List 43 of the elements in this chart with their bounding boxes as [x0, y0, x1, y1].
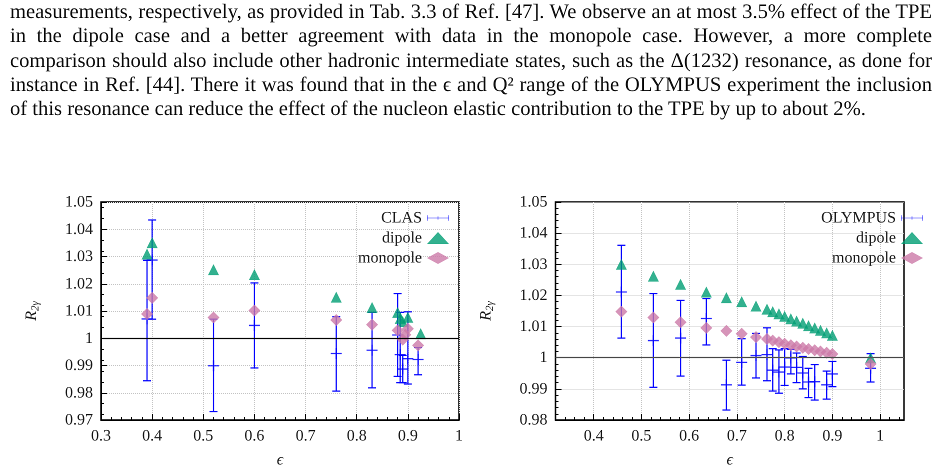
x-tick-label: 0.7 — [726, 428, 747, 444]
y-tick-label: 1.01 — [65, 302, 93, 320]
legend-label: CLAS — [381, 210, 422, 226]
y-axis-title: R2γ — [23, 300, 42, 322]
legend-label: dipole — [856, 230, 896, 246]
y-tick-label: 1.02 — [520, 286, 548, 304]
x-tick-label: 0.8 — [346, 428, 367, 444]
y-tick-label: 1.01 — [520, 318, 548, 336]
x-tick-label: 0.8 — [774, 428, 795, 444]
x-tick-label: 0.9 — [398, 428, 418, 444]
y-tick-label: 0.97 — [65, 412, 93, 428]
x-tick-label: 0.5 — [193, 428, 214, 444]
y-tick-label: 1.03 — [65, 248, 93, 265]
legend-label: monopole — [832, 250, 896, 266]
x-tick-label: 0.5 — [631, 428, 652, 444]
y-tick-label: 0.98 — [520, 412, 548, 428]
x-tick-label: 0.4 — [584, 428, 604, 444]
legend-label: OLYMPUS — [821, 210, 896, 226]
y-tick-label: 1 — [540, 349, 548, 366]
legend-label: monopole — [358, 250, 422, 266]
y-tick-label: 1.02 — [65, 275, 93, 292]
y-tick-label: 0.98 — [65, 384, 93, 402]
x-tick-label: 0.6 — [244, 428, 264, 444]
x-axis-title: ϵ — [726, 452, 734, 468]
x-tick-label: 0.6 — [679, 428, 700, 444]
y-tick-label: 0.99 — [65, 357, 93, 374]
x-tick-label: 1 — [455, 428, 463, 444]
x-tick-label: 1 — [876, 428, 884, 444]
x-tick-label: 0.9 — [822, 428, 842, 444]
x-tick-label: 0.4 — [142, 428, 162, 444]
x-tick-label: 0.3 — [91, 428, 111, 444]
x-tick-label: 0.7 — [296, 428, 316, 444]
y-tick-label: 1.05 — [520, 194, 548, 210]
legend-label: dipole — [382, 230, 422, 246]
x-axis-title: ϵ — [276, 452, 284, 468]
y-tick-label: 1.04 — [520, 224, 548, 242]
y-tick-label: 1.05 — [65, 194, 93, 210]
y-tick-label: 1.03 — [520, 256, 548, 273]
y-axis-title: R2γ — [478, 300, 496, 322]
y-tick-label: 1 — [85, 330, 93, 347]
text: measurements, respectively, as provided in Tab. 3.3 of Ref. [47]. We observe an at most 3.5% effect of the TPE in the dipole case and a better agreement with data in the monopole case. However, a more complete comparison should also include other hadronic intermediate states, such as the Δ(1232) resonance, as done for instance in Ref. [44]. There it was found that in the ϵ and Q² range of the OLYMPUS experiment the inclusion of this resonance can reduce the effect of the nucleon elastic contribution to the TPE by up to about 2%. — [10, 0, 932, 122]
y-tick-label: 1.04 — [65, 220, 93, 238]
y-tick-label: 0.99 — [520, 380, 548, 398]
